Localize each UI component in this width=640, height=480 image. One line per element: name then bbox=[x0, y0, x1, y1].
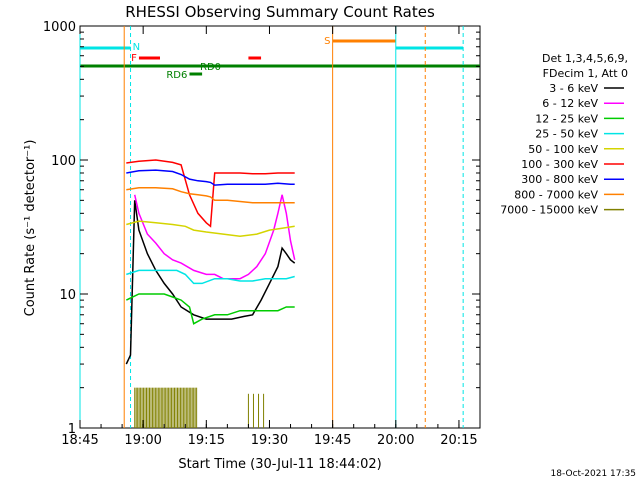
legend-header: Det 1,3,4,5,6,9, bbox=[542, 52, 628, 65]
x-tick-label: 19:30 bbox=[251, 433, 288, 448]
y-tick-label: 1000 bbox=[43, 20, 76, 35]
legend-label: 6 - 12 keV bbox=[542, 97, 598, 110]
x-axis-label: Start Time (30-Jul-11 18:44:02) bbox=[178, 457, 381, 472]
annotation-rd6: RD6 bbox=[166, 70, 187, 81]
x-tick-label: 18:45 bbox=[61, 433, 98, 448]
legend-label: 800 - 7000 keV bbox=[514, 188, 598, 201]
legend-label: 3 - 6 keV bbox=[549, 82, 598, 95]
y-axis-label: Count Rate (s⁻¹ detector⁻¹) bbox=[23, 140, 38, 317]
series-line-3 bbox=[126, 269, 295, 285]
series-line-7 bbox=[126, 187, 295, 204]
series-line-6 bbox=[126, 169, 295, 186]
axes: 18:45 19:00 19:15 19:30 19:45 20:00 20:15 1 10 10… bbox=[43, 20, 481, 448]
series-line-2 bbox=[125, 293, 295, 325]
series-line-0 bbox=[125, 200, 296, 365]
y-tick-label: 100 bbox=[51, 154, 76, 169]
x-tick-label: 20:15 bbox=[440, 433, 477, 448]
legend-label: 25 - 50 keV bbox=[535, 128, 598, 141]
series-lines bbox=[125, 159, 296, 428]
status-bars: NF S RD0 RD6 bbox=[79, 26, 480, 428]
legend-label: 300 - 800 keV bbox=[521, 173, 598, 186]
y-tick-label: 1 bbox=[68, 422, 76, 437]
x-tick-label: 20:00 bbox=[377, 433, 414, 448]
legend-label: 12 - 25 keV bbox=[535, 112, 598, 125]
y-tick-label: 10 bbox=[59, 288, 76, 303]
legend-label: 50 - 100 keV bbox=[528, 143, 598, 156]
annotation-rd0: RD0 bbox=[200, 62, 221, 73]
timestamp: 18-Oct-2021 17:35 bbox=[551, 469, 636, 479]
annotation-n: N bbox=[133, 42, 140, 53]
legend-label: 100 - 300 keV bbox=[521, 158, 598, 171]
legend-header: FDecim 1, Att 0 bbox=[543, 67, 628, 80]
x-tick-label: 19:00 bbox=[124, 433, 161, 448]
annotation-s: S bbox=[324, 36, 330, 47]
series-line-4 bbox=[126, 220, 295, 237]
legend: Det 1,3,4,5,6,9, FDecim 1, Att 0 3 - 6 keV… bbox=[500, 52, 628, 217]
annotation-f: F bbox=[131, 53, 137, 64]
legend-label: 7000 - 15000 keV bbox=[500, 204, 598, 217]
series-line-5 bbox=[126, 159, 295, 228]
chart-title: RHESSI Observing Summary Count Rates bbox=[125, 3, 435, 21]
x-tick-label: 19:15 bbox=[188, 433, 225, 448]
x-tick-label: 19:45 bbox=[314, 433, 351, 448]
